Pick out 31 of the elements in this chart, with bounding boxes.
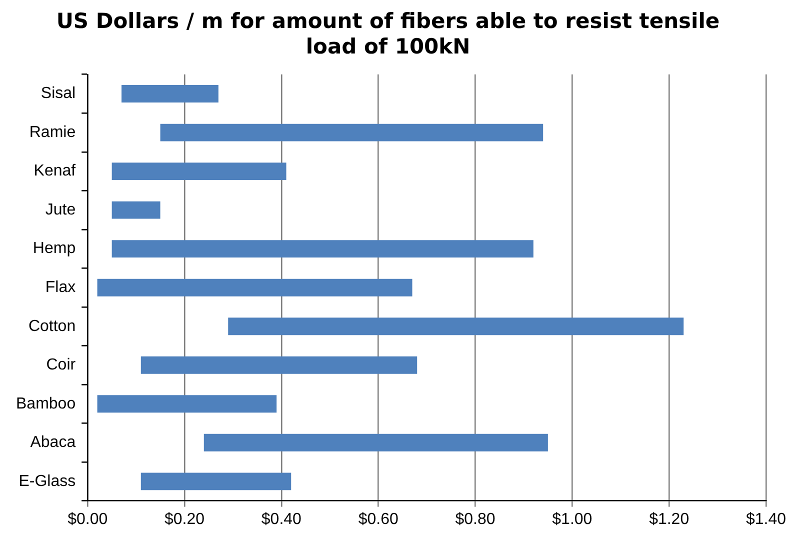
x-tick-label: $0.00 xyxy=(68,510,108,528)
x-tick-label: $0.80 xyxy=(455,510,496,528)
y-tick-label: Kenaf xyxy=(34,162,76,180)
y-tick-label: Flax xyxy=(45,279,76,296)
bar xyxy=(140,472,292,490)
x-tick-label: $1.00 xyxy=(552,510,592,528)
chart-title: US Dollars / m for amount of fibers able to resist tensile load of 100kN xyxy=(56,9,720,58)
x-tick-label: $1.40 xyxy=(746,510,786,528)
bar xyxy=(112,240,534,258)
y-tick-label: Coir xyxy=(46,356,76,374)
y-tick-label: Bamboo xyxy=(16,395,76,412)
bar xyxy=(112,201,160,219)
y-tick-label: Cotton xyxy=(28,318,76,335)
bar xyxy=(228,318,684,336)
x-tick-label: $0.20 xyxy=(164,510,205,528)
y-tick-label: E-Glass xyxy=(18,472,76,490)
y-tick-label: Ramie xyxy=(29,124,76,141)
y-tick-label: Hemp xyxy=(32,240,76,258)
x-tick-label: $0.40 xyxy=(261,510,302,528)
bar xyxy=(160,124,544,142)
x-tick-label: $1.20 xyxy=(649,510,690,528)
bar xyxy=(204,434,548,452)
bar xyxy=(97,395,277,413)
y-tick-label: Abaca xyxy=(30,434,76,452)
x-tick-label: $0.60 xyxy=(358,510,398,528)
bar xyxy=(122,85,218,103)
bar xyxy=(97,278,412,296)
bar xyxy=(140,356,418,374)
y-tick-label: Jute xyxy=(45,201,76,218)
y-tick-label: Sisal xyxy=(40,85,76,102)
bar xyxy=(112,162,286,180)
